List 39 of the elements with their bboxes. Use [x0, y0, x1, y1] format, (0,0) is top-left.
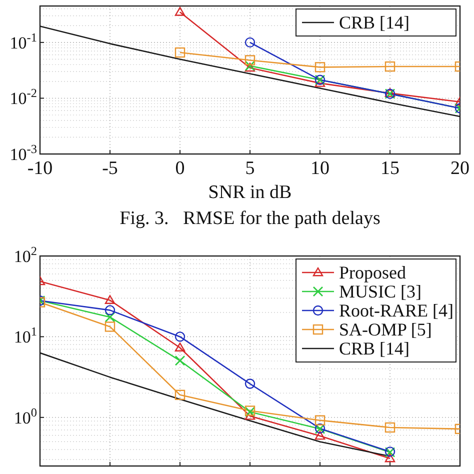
point [174, 355, 186, 366]
point [314, 62, 326, 72]
y-tick-label: 10$^{0}$ [14, 405, 37, 428]
y-tick-label: 10$^{-2}$ [10, 86, 37, 108]
point [314, 78, 326, 87]
point [104, 305, 116, 316]
point [174, 332, 186, 342]
point [104, 295, 116, 304]
point [104, 322, 116, 332]
y-tick-label: 10$^{-1}$ [10, 30, 37, 52]
legend-label: Root-RARE [4] [339, 300, 454, 320]
x-tick-label: 10 [310, 158, 330, 179]
point [174, 6, 186, 16]
legend-label: CRB [14] [339, 12, 410, 32]
point [384, 422, 396, 433]
point [174, 47, 186, 58]
point [244, 55, 256, 66]
point [314, 430, 326, 440]
legend-label: MUSIC [3] [339, 282, 422, 302]
point [314, 415, 326, 426]
x-tick-label: 15 [380, 158, 400, 179]
point [384, 453, 396, 462]
x-tick-label: 0 [175, 158, 185, 179]
y-tick-label: 10$^{1}$ [14, 324, 37, 347]
x-axis-title: SNR in dB [208, 182, 292, 203]
x-tick-label: -5 [102, 158, 118, 179]
legend-label: Proposed [339, 262, 406, 282]
caption: Fig. 3. RMSE for the path delays [120, 208, 380, 229]
point [104, 312, 116, 322]
point [384, 61, 396, 72]
point [244, 37, 256, 48]
legend-label: SA-OMP [5] [339, 320, 432, 340]
x-tick-label: 20 [450, 158, 470, 179]
point [174, 390, 186, 400]
legend-label: CRB [14] [339, 338, 410, 358]
point [244, 378, 256, 389]
x-tick-label: 5 [245, 158, 255, 179]
y-tick-label: 10$^{2}$ [14, 244, 37, 266]
point [174, 342, 186, 352]
